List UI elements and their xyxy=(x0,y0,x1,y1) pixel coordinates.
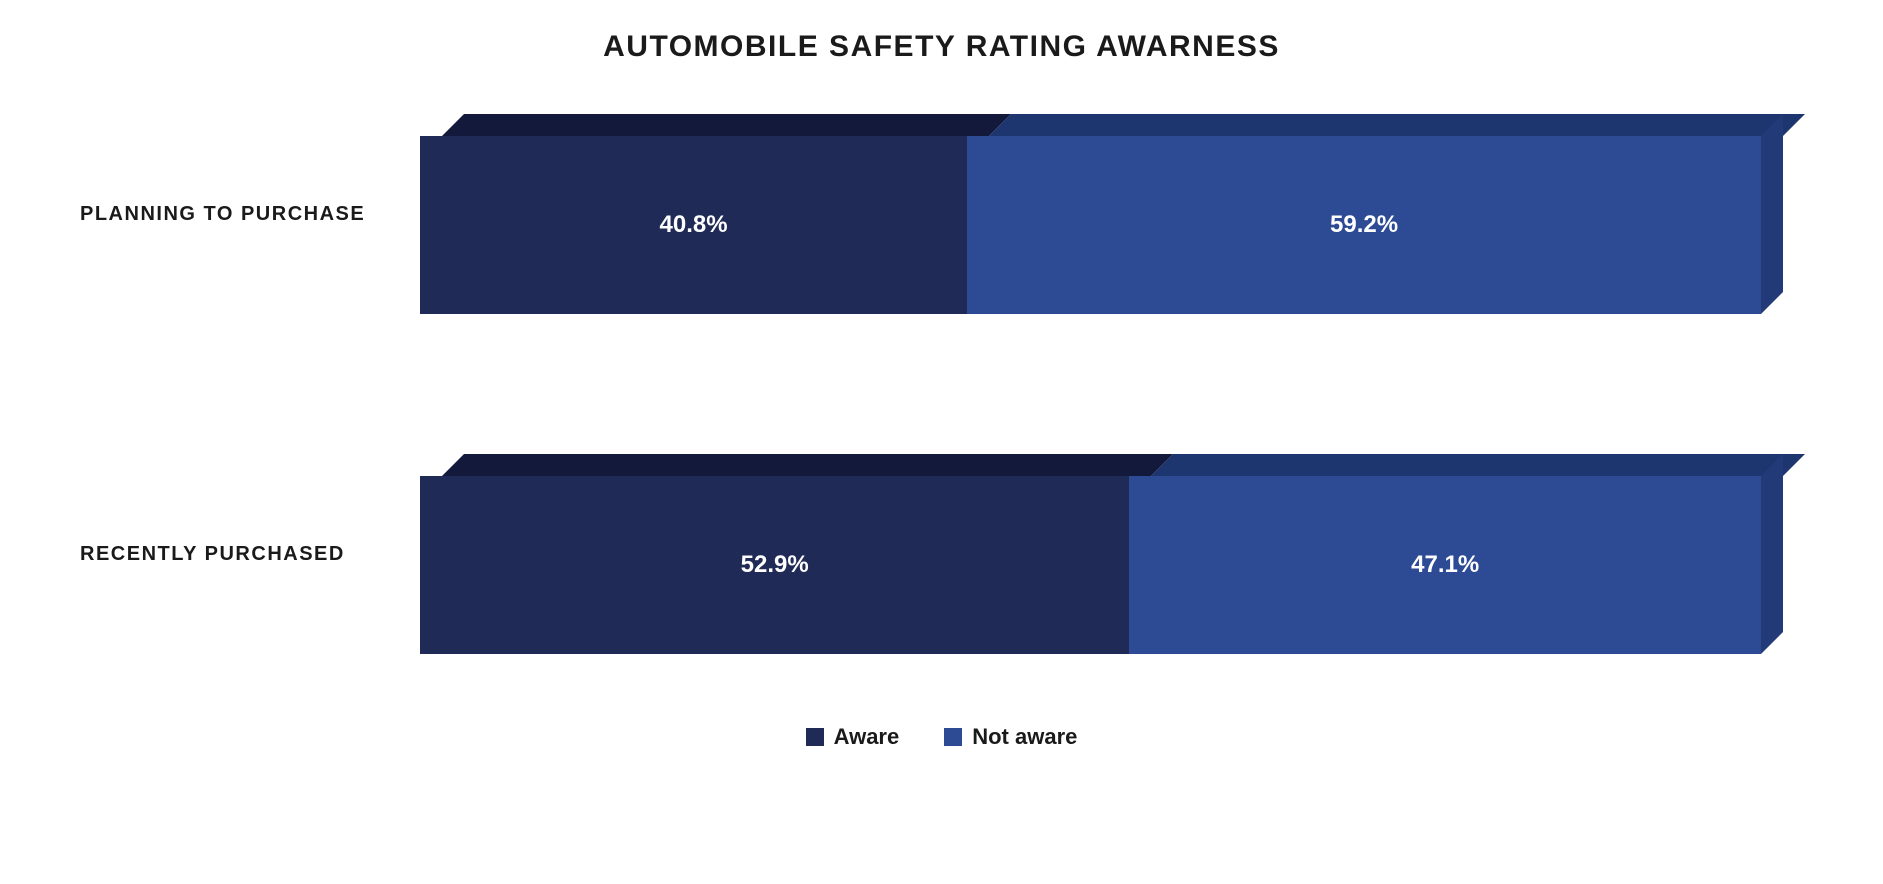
bar-value-label: 52.9% xyxy=(741,551,809,579)
bar-side-face xyxy=(1761,454,1783,654)
y-axis-label: RECENTLY PURCHASED xyxy=(80,543,420,566)
bar-value-label: 47.1% xyxy=(1411,551,1479,579)
bar-top-face xyxy=(989,114,1805,136)
bar-value-label: 40.8% xyxy=(660,211,728,239)
bar-side-face xyxy=(1761,114,1783,314)
chart-container: AUTOMOBILE SAFETY RATING AWARNESS PLANNI… xyxy=(0,0,1883,884)
bar-row-recent: RECENTLY PURCHASED 52.9% 47.1% xyxy=(80,454,1783,654)
legend-item-aware: Aware xyxy=(806,724,900,750)
bar-segment: 47.1% xyxy=(1129,454,1783,654)
bar-segment: 40.8% xyxy=(420,114,989,314)
bar-top-face xyxy=(1151,454,1805,476)
y-axis-label: PLANNING TO PURCHASE xyxy=(80,203,420,226)
legend-swatch xyxy=(806,728,824,746)
bar-3d: 52.9% 47.1% xyxy=(420,454,1783,654)
legend-label: Not aware xyxy=(972,724,1077,750)
bar-segment: 59.2% xyxy=(967,114,1783,314)
bar-row-planning: PLANNING TO PURCHASE 40.8% 59.2% xyxy=(80,114,1783,314)
bar-3d: 40.8% 59.2% xyxy=(420,114,1783,314)
legend-item-not-aware: Not aware xyxy=(944,724,1077,750)
chart-body: PLANNING TO PURCHASE 40.8% 59.2% RECENTLY… xyxy=(40,114,1843,654)
legend-label: Aware xyxy=(834,724,900,750)
bar-top-face xyxy=(442,114,1011,136)
legend-swatch xyxy=(944,728,962,746)
chart-title: AUTOMOBILE SAFETY RATING AWARNESS xyxy=(40,30,1843,64)
bar-top-face xyxy=(442,454,1173,476)
bar-value-label: 59.2% xyxy=(1330,211,1398,239)
legend: Aware Not aware xyxy=(40,724,1843,750)
bar-segment: 52.9% xyxy=(420,454,1151,654)
